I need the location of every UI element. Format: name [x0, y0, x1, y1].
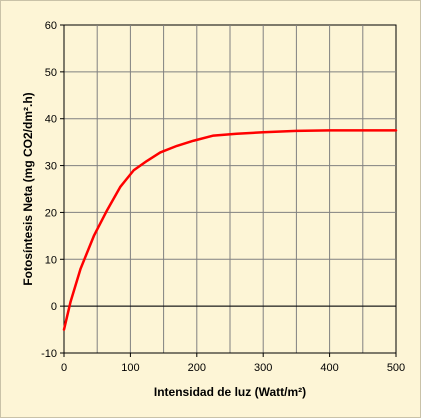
- y-tick-label: 20: [45, 207, 57, 219]
- x-tick-label: 200: [188, 362, 206, 374]
- x-tick-label: 300: [254, 362, 272, 374]
- y-axis-label: Fotosíntesis Neta (mg CO2/dm².h): [21, 92, 35, 285]
- axes: [60, 24, 397, 357]
- x-tick-label: 500: [387, 362, 405, 374]
- data-series: [62, 129, 398, 331]
- y-tick-label: 60: [45, 20, 57, 32]
- y-tick-label: 10: [45, 254, 57, 266]
- x-tick-label: 400: [320, 362, 338, 374]
- gridlines: [64, 25, 396, 353]
- tick-labels: -10 0 10 20 30 40 50 60 0 100 200 300 400 500: [41, 20, 405, 374]
- y-tick-label: 40: [45, 114, 57, 126]
- x-axis-label: Intensidad de luz (Watt/m²): [154, 385, 306, 399]
- x-tick-label: 0: [61, 362, 67, 374]
- x-tick-label: 100: [121, 362, 139, 374]
- y-tick-label: 0: [51, 301, 57, 313]
- y-tick-label: 50: [45, 67, 57, 79]
- series-line: [62, 129, 398, 331]
- y-tick-label: 30: [45, 161, 57, 173]
- y-tick-label: -10: [41, 348, 57, 360]
